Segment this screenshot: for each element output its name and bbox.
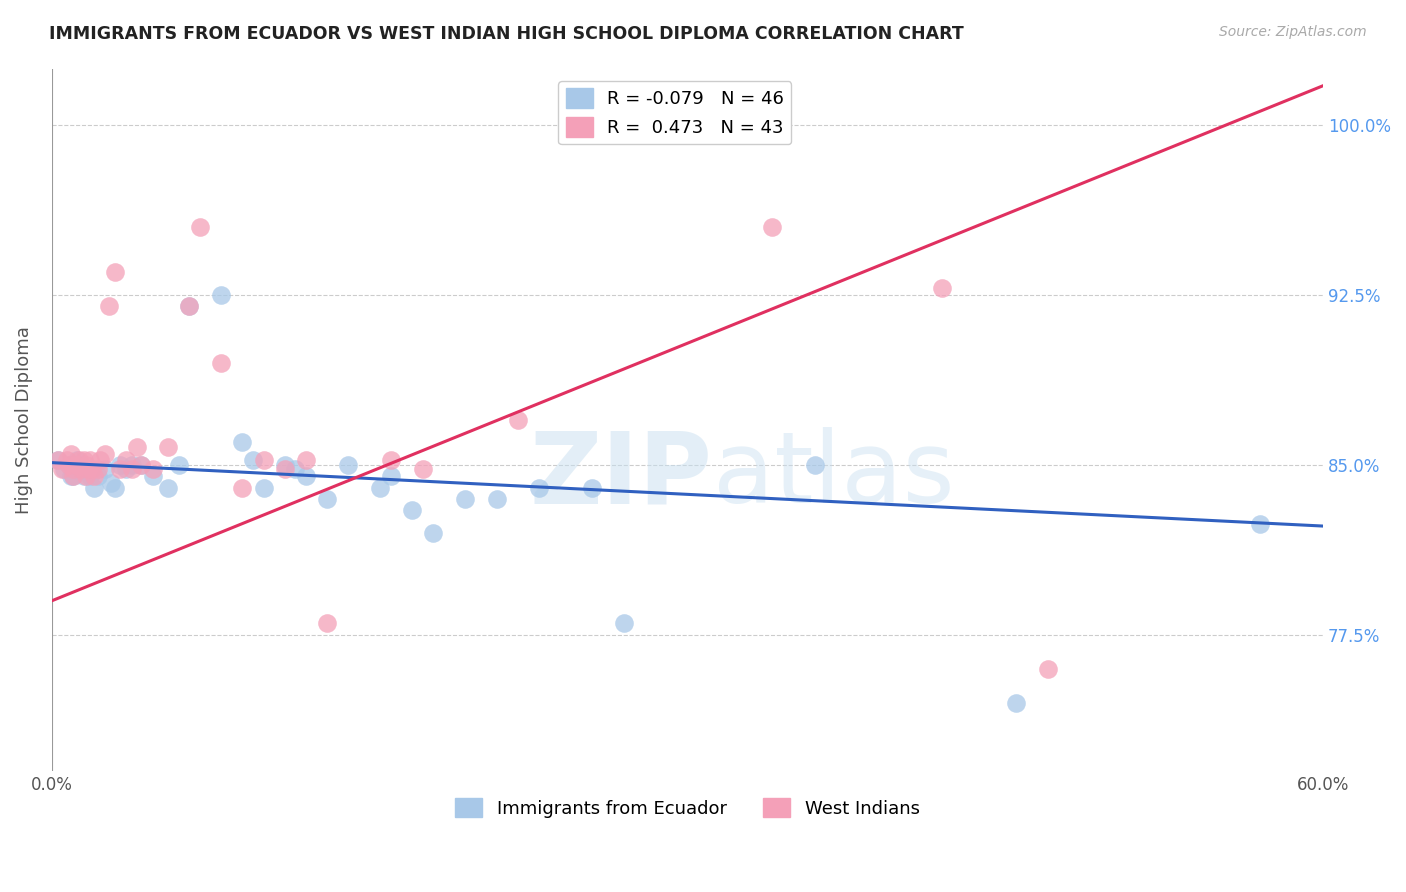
Legend: Immigrants from Ecuador, West Indians: Immigrants from Ecuador, West Indians <box>449 790 927 825</box>
Point <box>209 288 232 302</box>
Point <box>167 458 190 472</box>
Point <box>125 440 148 454</box>
Point <box>1005 696 1028 710</box>
Point <box>93 462 115 476</box>
Point <box>97 299 120 313</box>
Point <box>231 481 253 495</box>
Point <box>179 299 201 313</box>
Point <box>79 453 101 467</box>
Point <box>803 458 825 472</box>
Point <box>58 458 80 472</box>
Point <box>67 462 90 476</box>
Point <box>93 447 115 461</box>
Point <box>70 458 93 472</box>
Point <box>179 299 201 313</box>
Point <box>104 481 127 495</box>
Point <box>67 453 90 467</box>
Point <box>62 469 84 483</box>
Point <box>100 476 122 491</box>
Point <box>121 458 143 472</box>
Point <box>613 616 636 631</box>
Point <box>66 453 89 467</box>
Point <box>87 469 110 483</box>
Point <box>188 220 211 235</box>
Point <box>72 453 94 467</box>
Point <box>59 469 82 483</box>
Point <box>79 469 101 483</box>
Text: Source: ZipAtlas.com: Source: ZipAtlas.com <box>1219 25 1367 39</box>
Point <box>380 453 402 467</box>
Point <box>506 412 529 426</box>
Point <box>62 462 84 476</box>
Point <box>70 462 93 476</box>
Point <box>485 491 508 506</box>
Point <box>75 458 97 472</box>
Point <box>157 481 180 495</box>
Point <box>53 462 76 476</box>
Point <box>761 220 783 235</box>
Point <box>62 469 84 483</box>
Point <box>142 469 165 483</box>
Point <box>527 481 550 495</box>
Point <box>422 525 444 540</box>
Point <box>115 462 138 476</box>
Point <box>380 469 402 483</box>
Point <box>242 453 264 467</box>
Point <box>104 265 127 279</box>
Point <box>108 458 131 472</box>
Point <box>581 481 603 495</box>
Point <box>1036 662 1059 676</box>
Point <box>129 458 152 472</box>
Point <box>253 481 276 495</box>
Point <box>72 469 94 483</box>
Point <box>83 469 105 483</box>
Point <box>66 458 89 472</box>
Point <box>274 458 297 472</box>
Text: atlas: atlas <box>713 427 955 524</box>
Y-axis label: High School Diploma: High School Diploma <box>15 326 32 514</box>
Text: IMMIGRANTS FROM ECUADOR VS WEST INDIAN HIGH SCHOOL DIPLOMA CORRELATION CHART: IMMIGRANTS FROM ECUADOR VS WEST INDIAN H… <box>49 25 965 43</box>
Point <box>931 281 953 295</box>
Point <box>62 458 84 472</box>
Point <box>284 462 307 476</box>
Point <box>115 453 138 467</box>
Point <box>253 453 276 467</box>
Point <box>76 462 98 476</box>
Point <box>274 462 297 476</box>
Point <box>401 503 423 517</box>
Point <box>368 481 391 495</box>
Point <box>316 491 339 506</box>
Point <box>89 453 111 467</box>
Point <box>46 453 69 467</box>
Point <box>142 462 165 476</box>
Point <box>454 491 477 506</box>
Point <box>295 453 318 467</box>
Point <box>1249 516 1271 531</box>
Point <box>55 453 77 467</box>
Point <box>316 616 339 631</box>
Point <box>87 462 110 476</box>
Point <box>59 447 82 461</box>
Point <box>337 458 360 472</box>
Point <box>129 458 152 472</box>
Point <box>108 462 131 476</box>
Point <box>157 440 180 454</box>
Point <box>58 458 80 472</box>
Point <box>231 435 253 450</box>
Point <box>412 462 434 476</box>
Point <box>75 469 97 483</box>
Point <box>121 462 143 476</box>
Point <box>209 356 232 370</box>
Text: ZIP: ZIP <box>530 427 713 524</box>
Point <box>75 462 97 476</box>
Point <box>83 481 105 495</box>
Point <box>295 469 318 483</box>
Point <box>80 462 103 476</box>
Point <box>51 462 73 476</box>
Point <box>46 453 69 467</box>
